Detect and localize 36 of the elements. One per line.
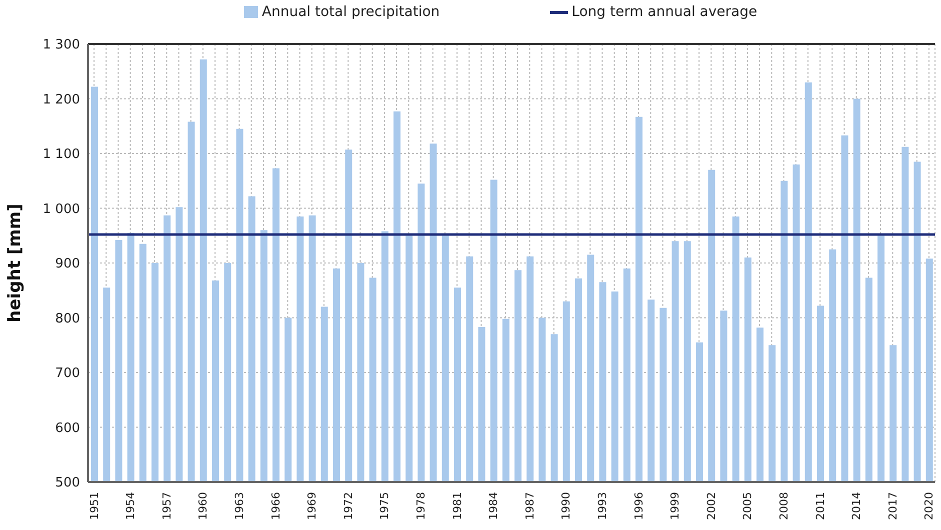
x-tick-label: 1960 [196,492,210,520]
x-tick-label: 2008 [778,492,791,520]
x-tick-label: 1957 [160,492,174,520]
x-tick-label: 1996 [632,492,646,520]
x-tick-label: 1981 [450,492,464,520]
x-tick-label: 1999 [668,492,682,520]
legend-label: Annual total precipitation [260,4,440,20]
legend-label: Long term annual average [570,4,758,20]
x-tick-label: 2020 [922,492,936,520]
y-tick-label: 500 [55,476,80,491]
y-tick-label: 1 300 [42,38,80,53]
x-tick-label: 1951 [88,492,101,520]
x-tick-label: 1978 [414,492,428,520]
y-tick-label: 600 [55,420,80,436]
x-tick-label: 1975 [378,492,392,520]
x-tick-label: 1954 [124,492,138,520]
y-tick-label: 800 [55,311,80,326]
y-tick-label: 700 [55,366,80,382]
x-tick-label: 1990 [560,492,573,520]
x-tick-label: 1966 [269,492,282,520]
y-tick-label: 1 000 [42,202,80,217]
y-axis-title: height [mm] [5,204,26,322]
x-tick-label: 1969 [306,492,319,520]
y-tick-label: 1 200 [42,92,80,108]
x-tick-label: 2014 [850,492,864,520]
y-tick-label: 900 [55,256,80,272]
x-tick-label: 2011 [814,492,827,520]
x-tick-label: 1963 [233,492,246,520]
x-tick-label: 2017 [886,492,900,520]
x-tick-label: 1972 [342,492,355,520]
y-tick-label: 1 100 [42,147,80,162]
x-tick-label: 1987 [523,492,536,520]
x-tick-label: 1993 [596,492,610,520]
x-tick-label: 1984 [487,492,500,520]
x-tick-label: 2005 [741,492,754,520]
x-tick-label: 2002 [704,492,718,520]
